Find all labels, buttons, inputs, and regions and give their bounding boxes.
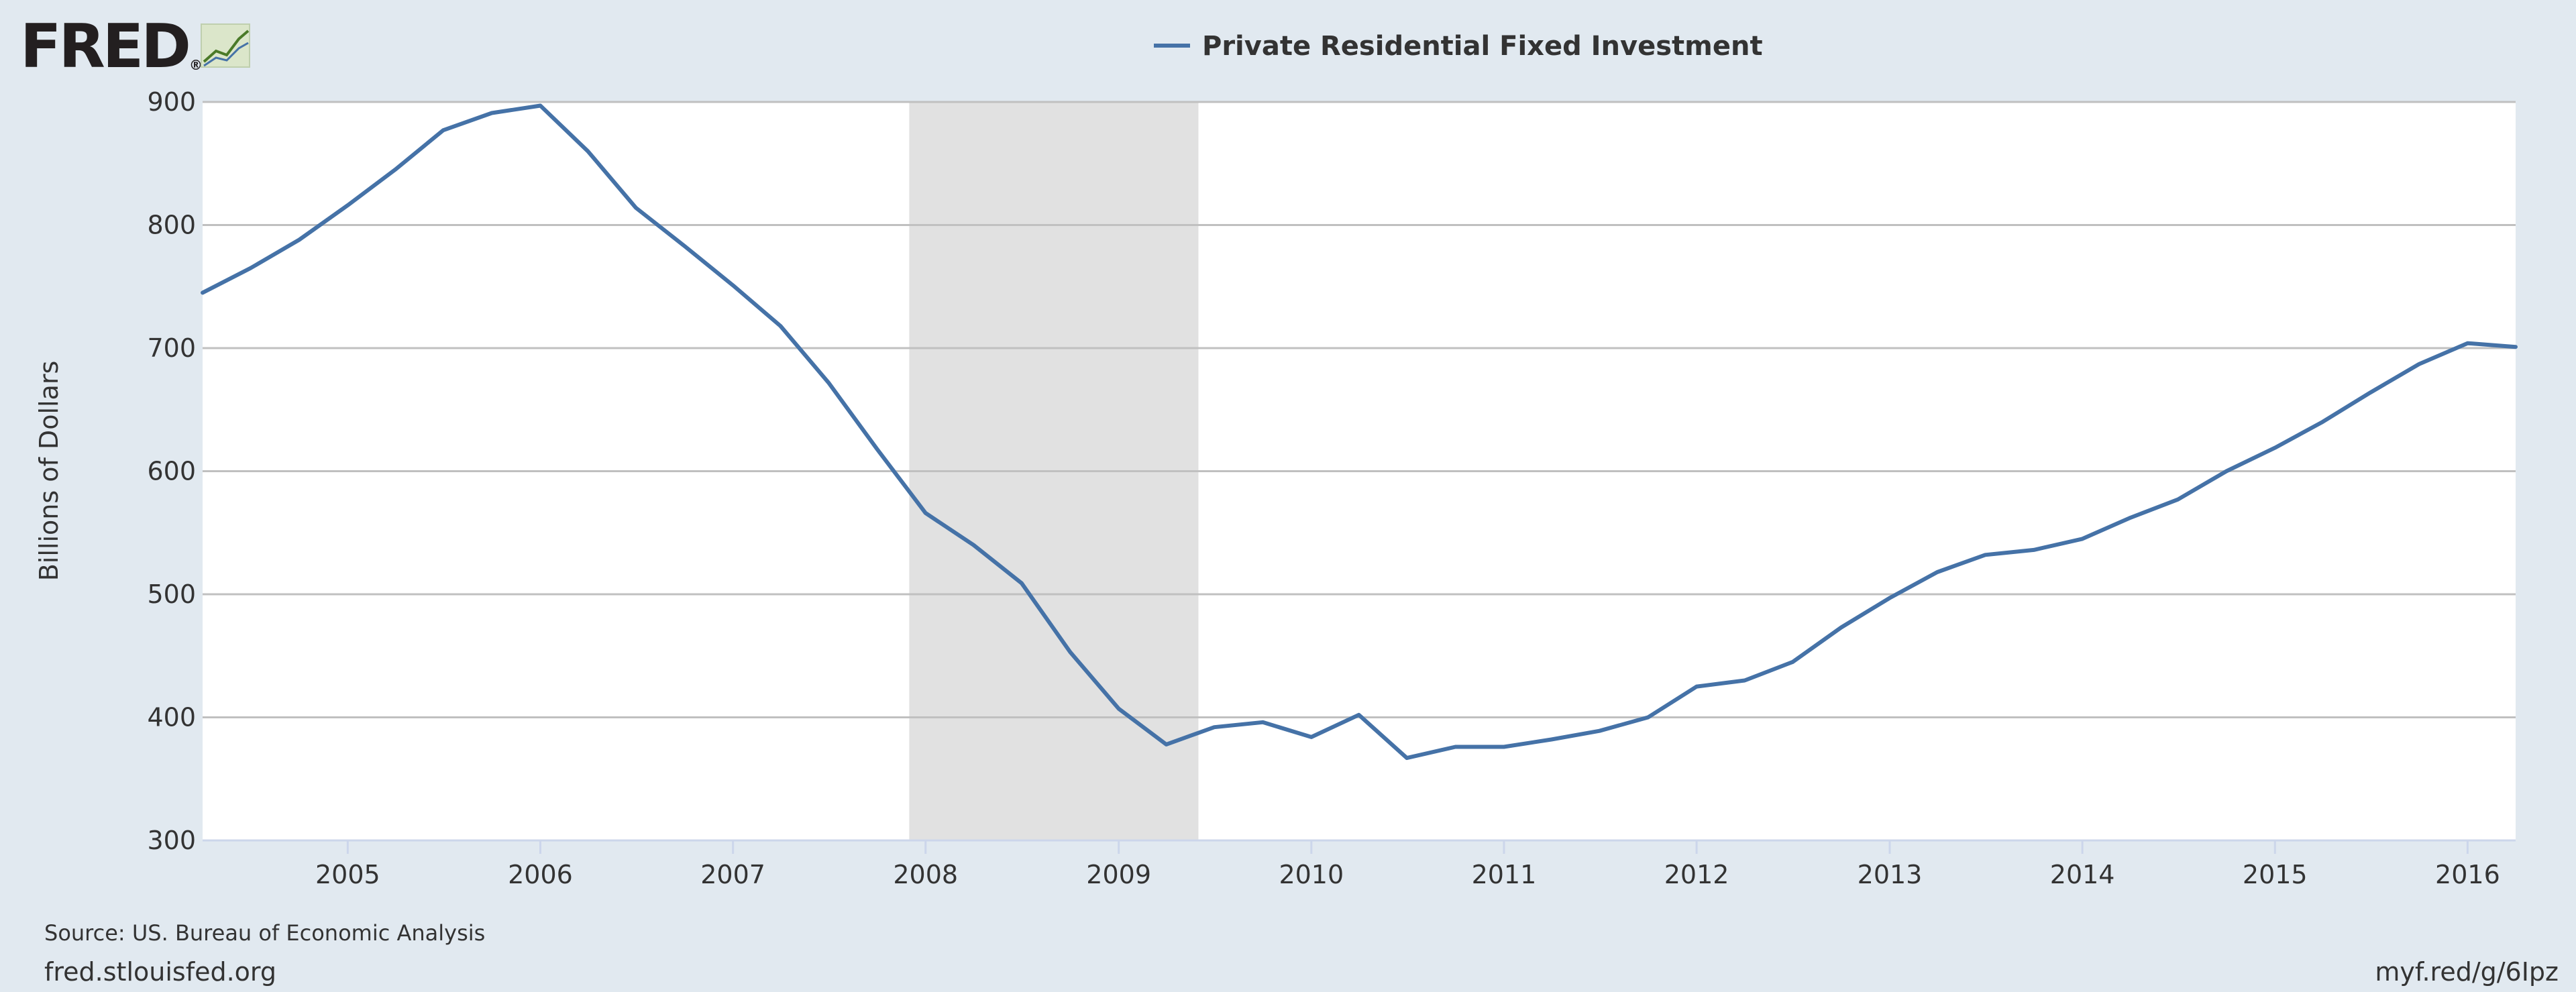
y-axis-label: Billions of Dollars	[34, 361, 64, 582]
data-point[interactable]	[1354, 710, 1364, 720]
fred-logo-text: FRED	[20, 11, 189, 82]
data-point[interactable]	[1499, 742, 1509, 753]
y-tick-label: 300	[147, 826, 196, 855]
data-point[interactable]	[197, 287, 208, 298]
y-tick-label: 500	[147, 580, 196, 609]
data-point[interactable]	[1691, 681, 1702, 692]
data-point[interactable]	[2462, 338, 2473, 349]
x-tick-label: 2011	[1472, 860, 1537, 889]
x-tick-label: 2008	[893, 860, 958, 889]
data-point[interactable]	[2269, 443, 2280, 453]
x-tick-label: 2007	[700, 860, 765, 889]
legend-label: Private Residential Fixed Investment	[1202, 31, 1763, 62]
data-point[interactable]	[2365, 387, 2376, 398]
source-note: Source: US. Bureau of Economic Analysis	[44, 920, 485, 946]
data-point[interactable]	[2029, 545, 2039, 555]
y-tick-label: 900	[147, 87, 196, 117]
data-point[interactable]	[1450, 742, 1461, 753]
data-point[interactable]	[390, 164, 400, 175]
data-point[interactable]	[1306, 732, 1317, 742]
x-tick-label: 2005	[315, 860, 380, 889]
data-point[interactable]	[823, 377, 834, 388]
x-tick-label: 2009	[1086, 860, 1151, 889]
data-point[interactable]	[1546, 734, 1557, 745]
y-tick-label: 400	[147, 703, 196, 732]
data-point[interactable]	[535, 101, 545, 111]
data-point[interactable]	[1836, 622, 1847, 633]
data-point[interactable]	[1114, 704, 1124, 714]
legend: Private Residential Fixed Investment	[1154, 31, 1763, 62]
data-point[interactable]	[342, 200, 353, 211]
data-point[interactable]	[2317, 417, 2328, 427]
data-point[interactable]	[246, 263, 256, 274]
x-tick-label: 2010	[1279, 860, 1344, 889]
data-point[interactable]	[582, 146, 593, 156]
data-point[interactable]	[1739, 675, 1750, 685]
x-tick-label: 2013	[1858, 860, 1923, 889]
data-point[interactable]	[775, 321, 786, 331]
data-point[interactable]	[968, 540, 979, 551]
data-point[interactable]	[1016, 577, 1027, 588]
x-tick-label: 2015	[2243, 860, 2308, 889]
data-point[interactable]	[871, 443, 882, 454]
data-point[interactable]	[1209, 722, 1220, 732]
data-point[interactable]	[1594, 726, 1605, 736]
data-point[interactable]	[2173, 494, 2184, 505]
y-axis-ticks: 300 400 500 600 700 800 900	[147, 87, 196, 855]
data-point[interactable]	[1884, 593, 1895, 604]
data-point[interactable]	[920, 508, 931, 518]
data-point[interactable]	[2077, 533, 2088, 544]
data-point[interactable]	[486, 108, 497, 119]
data-point[interactable]	[1980, 549, 1990, 560]
x-tick-label: 2014	[2050, 860, 2115, 889]
data-point[interactable]	[1932, 567, 1943, 577]
y-tick-label: 800	[147, 211, 196, 240]
y-tick-label: 700	[147, 333, 196, 363]
data-point[interactable]	[2414, 359, 2424, 370]
fred-logo[interactable]: FRED ®	[20, 11, 250, 82]
x-tick-label: 2012	[1664, 860, 1729, 889]
short-url-link[interactable]: myf.red/g/6Ipz	[2375, 957, 2559, 987]
site-link[interactable]: fred.stlouisfed.org	[44, 957, 276, 987]
y-tick-label: 600	[147, 457, 196, 486]
data-point[interactable]	[1787, 657, 1798, 667]
data-point[interactable]	[1643, 712, 1654, 723]
data-point[interactable]	[2510, 341, 2521, 352]
series-line-private-residential-fixed-investment[interactable]	[201, 103, 2518, 761]
data-point[interactable]	[2221, 466, 2232, 477]
data-point[interactable]	[438, 125, 449, 135]
data-point[interactable]	[2125, 512, 2135, 523]
data-point[interactable]	[728, 280, 739, 290]
fred-logo-registered: ®	[189, 57, 203, 73]
fred-chart-icon	[201, 23, 250, 68]
data-point[interactable]	[679, 241, 690, 252]
x-tick-label: 2016	[2435, 860, 2500, 889]
x-axis-ticks: 2005 2006 2007 2008 2009 2010 2011 2012 2013 2014…	[315, 840, 2500, 889]
data-point[interactable]	[1065, 647, 1075, 657]
data-point[interactable]	[1161, 739, 1171, 750]
data-point[interactable]	[294, 235, 305, 245]
x-tick-label: 2006	[508, 860, 573, 889]
data-point[interactable]	[631, 203, 641, 213]
data-point[interactable]	[1401, 753, 1412, 763]
data-point[interactable]	[1257, 717, 1268, 728]
